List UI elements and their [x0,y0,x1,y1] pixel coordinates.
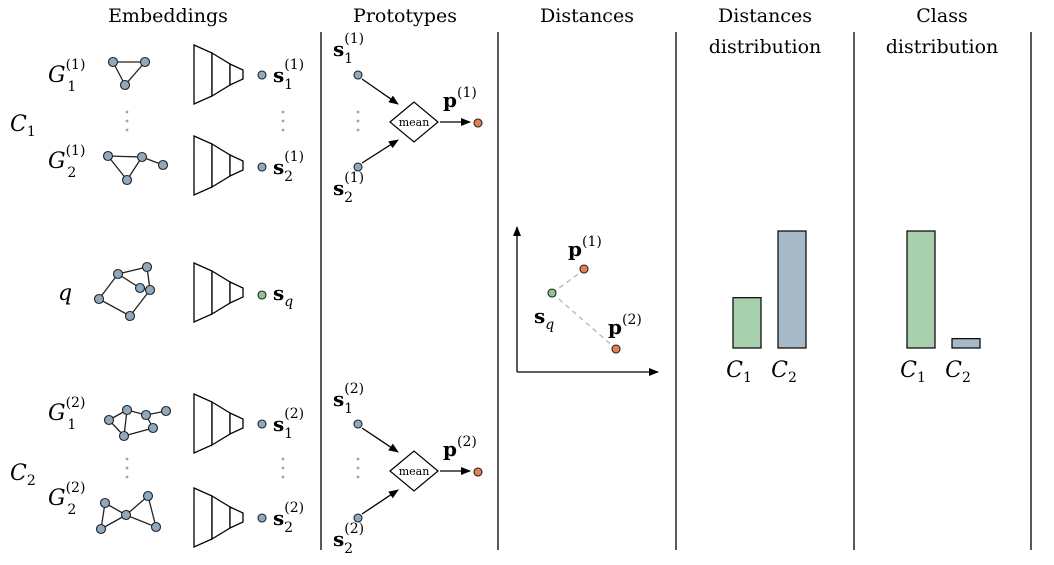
graph-g11 [107,56,151,91]
prototype-label-p1: p(1) [443,85,477,112]
graph-label-g21: G(1) 2 [48,143,85,181]
distances-label-p1: p(1) [568,234,602,261]
vdots-graphs-c2 [125,457,129,479]
header-class-distribution-line2: distribution [886,36,999,58]
vdots-graphs-c1 [125,110,129,132]
class-distribution-chart: C1 C2 [900,230,981,386]
class-distribution-bar-c1 [906,230,936,349]
header-distances-distribution-line1: Distances [718,5,812,27]
prototype-input-s11 [353,70,363,80]
encoder-icon [193,392,244,455]
graph-q [93,261,156,322]
mean-operator-c1 [389,101,439,143]
arrow-s22-to-mean [361,489,399,515]
mean-label-c2: mean [399,465,430,478]
embedding-label-s12: s(2) 1 [273,406,304,442]
distances-distribution-tick-label-c1: C1 [726,358,752,386]
header-prototypes: Prototypes [353,5,457,27]
graph-label-q: q [58,281,72,306]
encoder-icon [193,43,244,106]
prototype-point-p2 [473,467,483,477]
distances-distribution-bar-c1 [732,297,762,349]
distance-line-q-p1 [551,269,585,294]
embedding-label-s21: s(1) 2 [273,149,304,185]
embedding-label-s11: s(1) 1 [273,57,304,93]
arrow-s12-to-mean [361,427,399,453]
encoder-icon [193,486,244,549]
arrow-s21-to-mean [361,139,399,164]
encoder-icon [193,134,244,197]
embedding-point-s22 [257,513,267,523]
header-class-distribution-line1: Class [916,5,967,27]
vdots-embeddings-c2 [281,457,285,479]
embedding-point-s12 [257,419,267,429]
graph-g22 [95,490,162,535]
class-distribution-bar-c2 [951,338,981,349]
header-embeddings: Embeddings [108,5,228,27]
prototype-point-p1 [473,118,483,128]
embedding-point-sq [257,290,267,300]
distance-line-q-p2 [551,292,616,349]
class-distribution-tick-label-c2: C2 [945,358,971,386]
prototype-input-s12 [353,419,363,429]
vdots-prototypes-c2 [356,457,360,479]
class-distribution-tick-label-c1: C1 [900,358,926,386]
prototype-label-p2: p(2) [443,434,477,461]
graph-label-g22: G(2) 2 [48,480,85,518]
vdots-embeddings-c1 [281,110,285,132]
prototype-input-label-s21: s(1) 2 [333,170,364,206]
mean-operator-c2 [389,450,439,492]
embedding-label-sq: sq [273,281,293,310]
graph-g21 [102,150,169,186]
prototype-input-label-s12: s(2) 1 [333,381,364,417]
prototype-input-label-s22: s(2) 2 [333,521,364,557]
header-distances-distribution-line2: distribution [709,36,822,58]
graph-label-g11: G(1) 1 [48,57,85,95]
class-label-c1: C1 [10,112,36,140]
embedding-label-s22: s(2) 2 [273,500,304,536]
header-distances: Distances [540,5,634,27]
distances-label-p2: p(2) [608,312,642,339]
prototype-input-label-s11: s(1) 1 [333,31,364,67]
embedding-point-s11 [257,70,267,80]
arrow-s11-to-mean [361,78,399,105]
distances-distribution-bar-c2 [777,230,807,349]
distances-distribution-chart: C1 C2 [726,230,807,386]
vdots-prototypes-c1 [356,110,360,132]
distances-query-point [547,288,557,298]
distances-prototype-point-p2 [611,344,621,354]
mean-label-c1: mean [399,116,430,129]
prototype-input-s22 [353,513,363,523]
embedding-point-s21 [257,162,267,172]
class-label-c2: C2 [10,461,36,489]
distances-distribution-tick-label-c2: C2 [771,358,797,386]
graph-label-g12: G(2) 1 [48,395,85,433]
prototype-input-s21 [353,162,363,172]
distances-prototype-point-p1 [579,264,589,274]
distances-label-sq: sq [534,304,554,333]
encoder-icon [193,261,244,324]
graph-g12 [103,404,172,442]
